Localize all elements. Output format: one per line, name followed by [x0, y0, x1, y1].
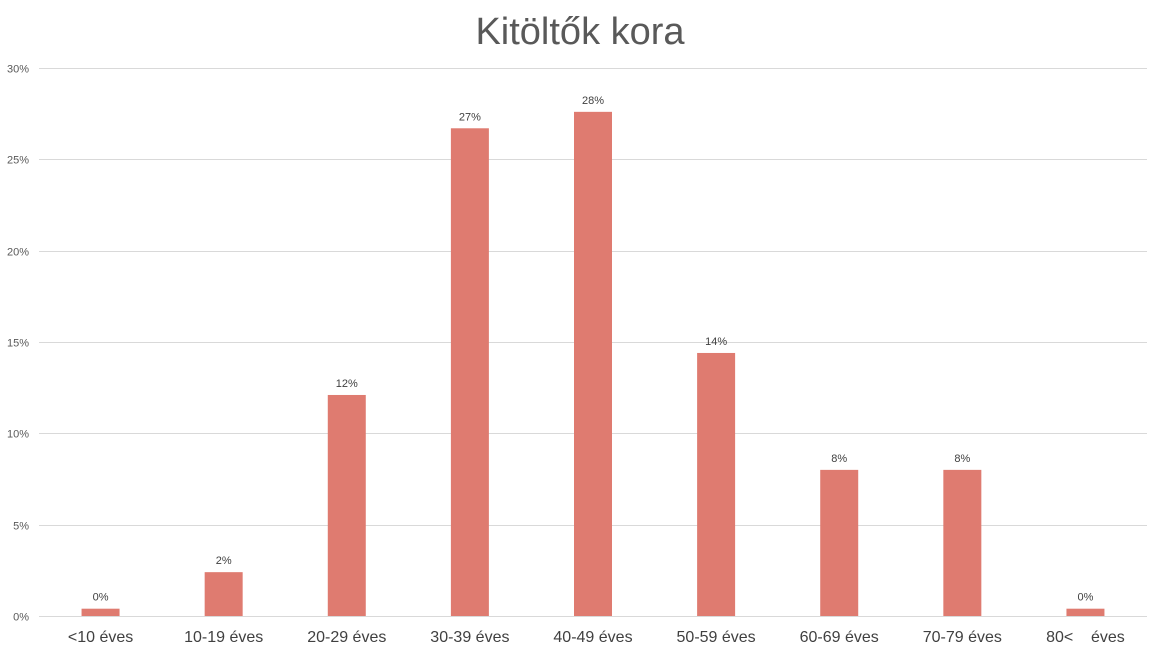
y-tick-label: 20% — [7, 247, 29, 259]
y-tick-label: 15% — [7, 338, 29, 350]
y-axis-ticks: 0% 5% 10% 15% 20% 25% 30% — [7, 64, 29, 624]
data-label: 12% — [336, 378, 358, 390]
bar — [820, 469, 859, 616]
y-tick-label: 0% — [13, 612, 29, 624]
data-label: 8% — [831, 453, 847, 465]
x-tick-label: 60-69 éves — [800, 629, 879, 646]
bar — [81, 608, 120, 616]
x-tick-label: 50-59 éves — [677, 629, 756, 646]
bar — [327, 394, 366, 616]
x-tick-label: 20-29 éves — [307, 629, 386, 646]
bar — [574, 111, 612, 616]
x-axis-ticks: <10 éves 10-19 éves 20-29 éves 30-39 éves 40… — [68, 629, 1125, 646]
data-label: 14% — [705, 336, 727, 348]
y-tick-label: 5% — [13, 521, 29, 533]
chart-title: Kitöltők kora — [475, 11, 685, 53]
bar — [450, 128, 489, 616]
x-tick-label: <10 éves — [68, 629, 133, 646]
y-tick-label: 30% — [7, 64, 29, 76]
data-label: 27% — [459, 111, 481, 123]
data-label: 8% — [954, 453, 970, 465]
bar — [204, 572, 243, 616]
data-label: 28% — [582, 95, 604, 107]
data-label: 2% — [216, 555, 232, 567]
data-labels: 0% 2% 12% 27% 28% 14% 8% 8% 0% — [93, 95, 1094, 604]
data-label: 0% — [1077, 592, 1093, 604]
x-tick-label: 70-79 éves — [923, 629, 1002, 646]
x-tick-label: 40-49 éves — [553, 629, 632, 646]
x-tick-label: 80< éves — [1046, 629, 1125, 646]
data-label: 0% — [93, 592, 109, 604]
bar — [697, 352, 736, 616]
y-tick-label: 25% — [7, 155, 29, 167]
bar — [1066, 608, 1105, 616]
bars — [81, 111, 1105, 616]
y-tick-label: 10% — [7, 429, 29, 441]
x-tick-label: 10-19 éves — [184, 629, 263, 646]
x-tick-label: 30-39 éves — [430, 629, 509, 646]
bar — [943, 469, 982, 616]
